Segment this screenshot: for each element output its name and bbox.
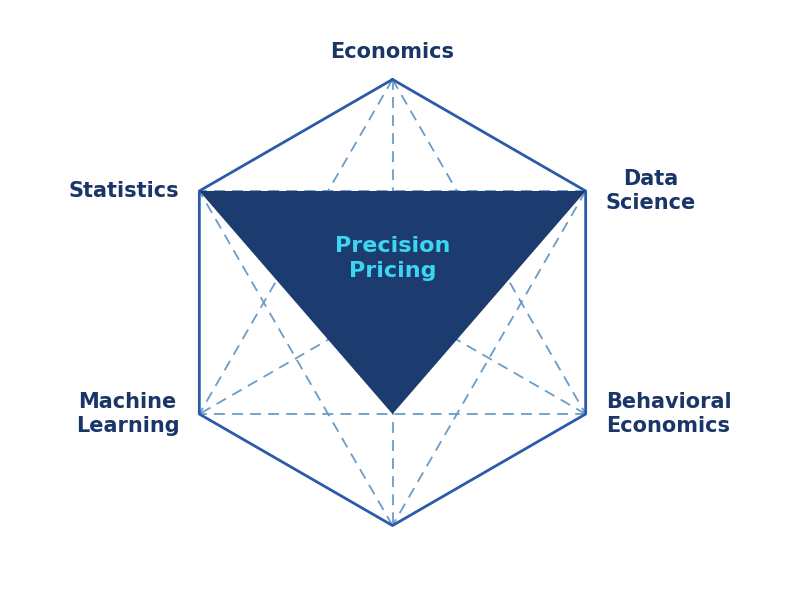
Text: Data
Science: Data Science	[606, 169, 696, 212]
Text: Economics: Economics	[330, 42, 455, 62]
Text: Machine
Learning: Machine Learning	[75, 393, 179, 436]
Text: Behavioral
Economics: Behavioral Economics	[606, 393, 732, 436]
Polygon shape	[199, 191, 586, 414]
Text: Statistics: Statistics	[68, 181, 179, 201]
Text: Precision
Pricing: Precision Pricing	[335, 236, 450, 281]
